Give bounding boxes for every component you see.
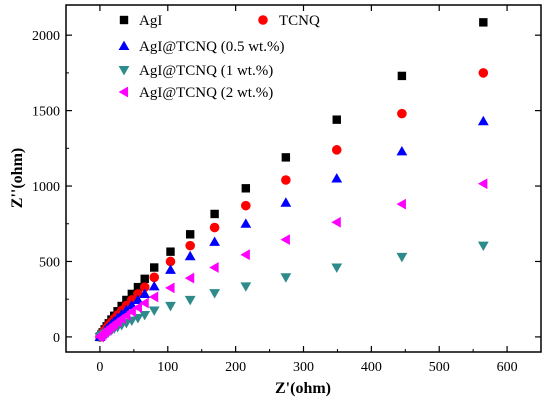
legend-marker	[118, 40, 130, 51]
data-point	[132, 302, 142, 313]
legend-label: AgI@TCNQ (1 wt.%)	[139, 63, 273, 79]
data-point	[133, 282, 143, 292]
data-point	[132, 294, 144, 304]
y-tick-label: 1000	[32, 180, 60, 195]
x-tick-label: 0	[96, 360, 103, 375]
legend-label: AgI@TCNQ (2 wt.%)	[139, 85, 273, 101]
x-tick-label: 500	[429, 360, 450, 375]
legend-item: AgI	[119, 13, 162, 29]
data-point	[281, 175, 291, 185]
legend-marker	[119, 15, 129, 25]
data-point	[140, 274, 149, 284]
data-point	[331, 145, 342, 155]
data-point	[209, 262, 219, 273]
data-point	[184, 295, 196, 306]
y-tick-label: 0	[53, 331, 60, 346]
data-point	[149, 272, 160, 283]
legend-item: AgI@TCNQ (2 wt.%)	[118, 85, 273, 101]
data-point	[185, 240, 195, 251]
data-point	[280, 197, 292, 207]
data-point	[184, 272, 195, 284]
data-point	[280, 273, 292, 283]
data-point	[240, 282, 252, 292]
y-axis-title: Z''(ohm)	[9, 148, 26, 208]
data-point	[396, 198, 406, 210]
series-4	[94, 241, 489, 343]
data-point	[479, 18, 488, 27]
data-point	[209, 236, 221, 246]
legend-label: TCNQ	[279, 13, 320, 29]
data-point	[397, 71, 407, 81]
data-point	[148, 306, 160, 316]
data-point	[209, 222, 220, 233]
data-point	[120, 310, 131, 321]
data-point	[148, 291, 159, 303]
data-marks	[94, 18, 489, 343]
data-point	[240, 218, 252, 228]
legend-item: TCNQ	[258, 13, 320, 29]
data-point	[281, 153, 291, 162]
data-point	[397, 108, 407, 119]
x-tick-label: 200	[225, 360, 246, 375]
legend-label: AgI	[139, 13, 162, 29]
data-point	[139, 282, 150, 292]
legend-item: AgI@TCNQ (0.5 wt.%)	[118, 39, 284, 55]
data-point	[280, 234, 290, 246]
x-tick-label: 300	[293, 360, 314, 375]
data-point	[184, 250, 196, 261]
data-point	[148, 280, 160, 291]
x-tick-label: 600	[497, 360, 518, 375]
data-point	[331, 216, 341, 228]
data-point	[241, 184, 251, 193]
legend-marker	[118, 65, 130, 76]
data-point	[477, 115, 489, 126]
data-point	[165, 282, 175, 294]
x-tick-label: 400	[361, 360, 382, 375]
data-point	[240, 249, 250, 261]
data-point	[122, 295, 131, 305]
data-point	[126, 306, 136, 317]
axis-ticks: 0 100 200 300 400 500 600 0 500 1000 1500 2000	[32, 5, 542, 375]
data-point	[150, 263, 159, 272]
series-5	[94, 178, 488, 343]
x-axis-title: Z'(ohm)	[275, 380, 331, 397]
data-point	[396, 145, 408, 156]
data-point	[185, 230, 195, 239]
y-tick-label: 500	[39, 255, 60, 270]
legend: AgI TCNQ AgI@TCNQ (0.5 wt.%) AgI@TCNQ (1 wt…	[118, 13, 320, 101]
legend-item: AgI@TCNQ (1 wt.%)	[118, 63, 273, 79]
series-2	[95, 68, 489, 342]
data-point	[165, 264, 176, 274]
data-point	[139, 288, 151, 298]
data-point	[332, 115, 341, 124]
data-point	[210, 209, 219, 219]
data-point	[165, 301, 176, 312]
legend-label: AgI@TCNQ (0.5 wt.%)	[139, 39, 284, 55]
data-point	[331, 263, 343, 273]
data-point	[396, 252, 408, 263]
x-tick-label: 100	[157, 360, 178, 375]
data-point	[127, 289, 137, 299]
data-point	[139, 310, 151, 321]
data-point	[477, 178, 488, 190]
data-point	[209, 289, 221, 299]
data-point	[241, 200, 251, 211]
legend-marker	[118, 86, 129, 98]
data-point	[166, 247, 175, 256]
data-point	[165, 256, 176, 267]
y-tick-label: 2000	[32, 29, 60, 44]
data-point	[478, 68, 489, 78]
data-point	[139, 297, 149, 309]
legend-marker	[258, 15, 268, 25]
y-tick-label: 1500	[32, 105, 60, 120]
data-point	[477, 241, 489, 252]
data-point	[331, 173, 343, 183]
